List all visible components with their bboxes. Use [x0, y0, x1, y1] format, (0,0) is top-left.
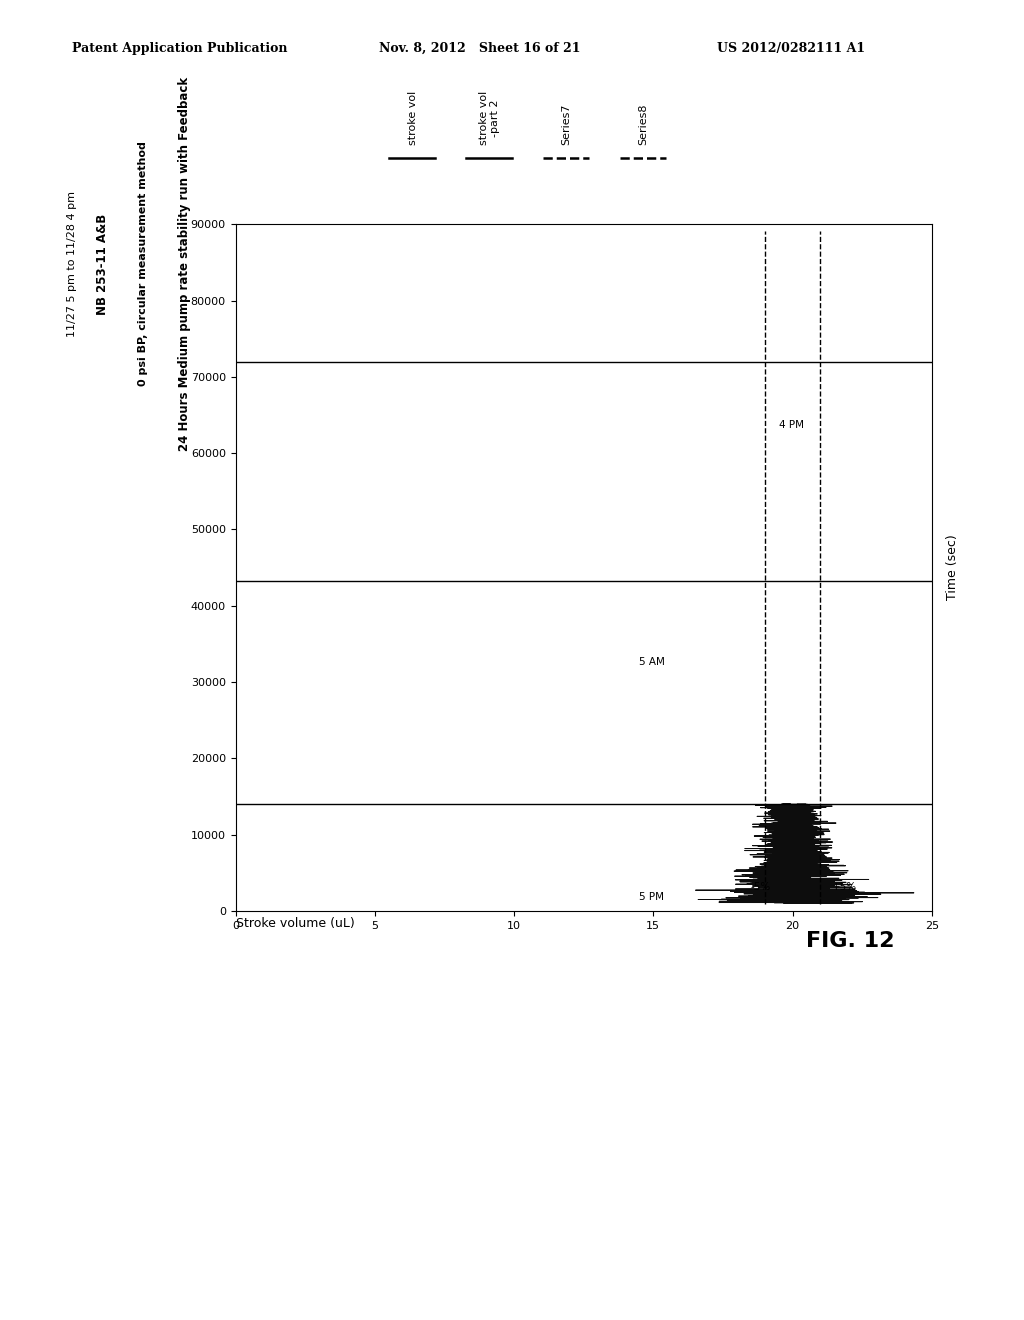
Text: Stroke volume (uL): Stroke volume (uL) [236, 917, 354, 931]
Text: Nov. 8, 2012   Sheet 16 of 21: Nov. 8, 2012 Sheet 16 of 21 [379, 42, 581, 55]
Text: FIG. 12: FIG. 12 [806, 931, 894, 950]
Text: Patent Application Publication: Patent Application Publication [72, 42, 287, 55]
Text: Series7: Series7 [561, 104, 571, 145]
Text: 5 AM: 5 AM [639, 657, 666, 667]
Text: -5%: -5% [751, 882, 771, 892]
Text: 5 PM: 5 PM [639, 891, 665, 902]
Text: stroke vol
-part 2: stroke vol -part 2 [478, 91, 501, 145]
Text: Series8: Series8 [638, 104, 648, 145]
Text: US 2012/0282111 A1: US 2012/0282111 A1 [717, 42, 865, 55]
Text: 0 psi BP, circular measurement method: 0 psi BP, circular measurement method [138, 141, 148, 387]
Text: stroke vol: stroke vol [408, 91, 418, 145]
Text: 11/27 5 pm to 11/28 4 pm: 11/27 5 pm to 11/28 4 pm [67, 191, 77, 337]
Text: 4 PM: 4 PM [778, 420, 804, 430]
Text: +5%: +5% [831, 882, 857, 892]
Text: Time (sec): Time (sec) [946, 535, 958, 601]
Text: 24 Hours Medium pump rate stability run with Feedback: 24 Hours Medium pump rate stability run … [178, 77, 190, 451]
Text: NB 253-11 A&B: NB 253-11 A&B [96, 214, 109, 314]
